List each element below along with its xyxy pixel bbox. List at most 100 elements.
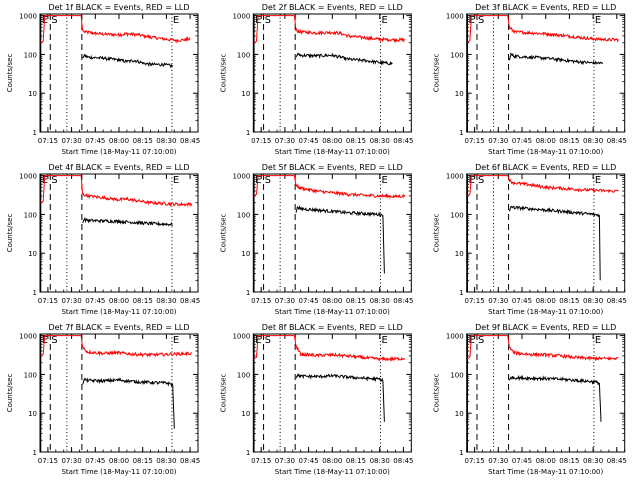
plot-frame xyxy=(466,173,626,293)
marker-label: E xyxy=(468,335,474,346)
plot-frame xyxy=(39,333,199,453)
y-tick-label: 1 xyxy=(246,129,250,137)
y-tick-label: 10 xyxy=(241,90,250,98)
series-line-red xyxy=(40,175,193,208)
series-line-black xyxy=(508,51,604,66)
x-tick-label: 07:45 xyxy=(85,457,105,465)
x-tick-label: 07:15 xyxy=(38,457,58,465)
series-line-black xyxy=(295,373,385,422)
marker-label: E xyxy=(173,15,179,26)
x-axis-label: Start Time (18-May-11 07:10:00) xyxy=(61,148,176,156)
y-tick-label: 100 xyxy=(237,371,250,379)
x-tick-label: 07:45 xyxy=(512,297,532,305)
x-tick-label: 08:00 xyxy=(109,297,129,305)
plot-frame xyxy=(252,333,412,453)
plot-frame xyxy=(466,333,626,453)
marker-label: E xyxy=(468,175,474,186)
y-tick-label: 1 xyxy=(33,289,37,297)
x-tick-label: 08:45 xyxy=(607,457,627,465)
marker-label: E xyxy=(595,15,601,26)
x-tick-label: 08:00 xyxy=(536,297,556,305)
x-tick-label: 07:15 xyxy=(251,137,271,145)
x-tick-label: 08:45 xyxy=(607,137,627,145)
x-tick-label: 07:30 xyxy=(275,457,295,465)
x-axis-label: Start Time (18-May-11 07:10:00) xyxy=(488,468,603,476)
y-tick-label: 10 xyxy=(28,250,37,258)
x-tick-label: 08:30 xyxy=(370,457,390,465)
chart-panel-7: Det 7f BLACK = Events, RED = LLD Counts/s… xyxy=(6,323,200,476)
series-line-black xyxy=(508,374,602,422)
x-tick-label: 08:45 xyxy=(393,457,413,465)
y-axis-label: Counts/sec xyxy=(433,374,441,413)
x-axis-label: Start Time (18-May-11 07:10:00) xyxy=(488,308,603,316)
y-axis-label: Counts/sec xyxy=(6,54,14,93)
series-line-red xyxy=(466,15,619,44)
chart-panel-6: Det 6f BLACK = Events, RED = LLD Counts/s… xyxy=(433,163,627,316)
x-tick-label: 07:15 xyxy=(465,137,485,145)
marker-label: S xyxy=(265,335,271,346)
x-axis-label: Start Time (18-May-11 07:10:00) xyxy=(275,308,390,316)
chart-title: Det 4f BLACK = Events, RED = LLD xyxy=(48,163,189,172)
x-axis-label: Start Time (18-May-11 07:10:00) xyxy=(488,148,603,156)
chart-title: Det 2f BLACK = Events, RED = LLD xyxy=(262,3,403,12)
y-tick-label: 1000 xyxy=(232,333,250,341)
y-axis-label: Counts/sec xyxy=(433,54,441,93)
y-axis-label: Counts/sec xyxy=(219,54,227,93)
x-tick-label: 08:30 xyxy=(583,457,603,465)
x-tick-label: 07:30 xyxy=(62,137,82,145)
marker-label: S xyxy=(51,175,57,186)
series-line-black xyxy=(82,53,174,69)
x-axis-label: Start Time (18-May-11 07:10:00) xyxy=(61,308,176,316)
x-tick-label: 07:30 xyxy=(488,297,508,305)
x-tick-label: 07:30 xyxy=(62,297,82,305)
y-tick-label: 100 xyxy=(24,51,37,59)
y-tick-label: 1000 xyxy=(19,173,37,181)
x-tick-label: 07:30 xyxy=(275,297,295,305)
y-tick-label: 10 xyxy=(241,250,250,258)
marker-label: E xyxy=(595,335,601,346)
x-tick-label: 08:45 xyxy=(393,297,413,305)
series-line-red xyxy=(253,335,406,362)
chart-title: Det 5f BLACK = Events, RED = LLD xyxy=(262,163,403,172)
chart-panel-8: Det 8f BLACK = Events, RED = LLD Counts/s… xyxy=(219,323,413,476)
chart-panel-1: Det 1f BLACK = Events, RED = LLD Counts/s… xyxy=(6,3,200,156)
y-tick-label: 1000 xyxy=(19,13,37,21)
series-line-red xyxy=(40,15,191,45)
x-tick-label: 08:00 xyxy=(536,137,556,145)
x-tick-label: 08:00 xyxy=(109,137,129,145)
x-tick-label: 08:15 xyxy=(133,137,153,145)
x-tick-label: 08:00 xyxy=(322,457,342,465)
series-line-black xyxy=(82,216,173,227)
y-tick-label: 1 xyxy=(459,289,463,297)
x-tick-label: 08:45 xyxy=(393,137,413,145)
y-tick-label: 100 xyxy=(237,51,250,59)
y-tick-label: 1 xyxy=(33,449,37,457)
x-tick-label: 07:15 xyxy=(465,297,485,305)
x-tick-label: 08:30 xyxy=(370,297,390,305)
y-tick-label: 1 xyxy=(246,289,250,297)
y-tick-label: 1000 xyxy=(232,173,250,181)
x-tick-label: 08:00 xyxy=(322,297,342,305)
y-tick-label: 1 xyxy=(459,449,463,457)
plot-frame xyxy=(39,13,199,133)
series-line-black xyxy=(295,204,385,274)
marker-label: E xyxy=(173,175,179,186)
x-tick-label: 08:45 xyxy=(180,137,200,145)
y-tick-label: 1 xyxy=(33,129,37,137)
x-tick-label: 07:30 xyxy=(488,137,508,145)
marker-label: E xyxy=(255,175,261,186)
x-tick-label: 08:30 xyxy=(370,137,390,145)
chart-panel-2: Det 2f BLACK = Events, RED = LLD Counts/s… xyxy=(219,3,413,156)
chart-panel-4: Det 4f BLACK = Events, RED = LLD Counts/s… xyxy=(6,163,200,316)
x-tick-label: 07:45 xyxy=(85,137,105,145)
x-tick-label: 07:15 xyxy=(38,297,58,305)
x-tick-label: 07:15 xyxy=(251,457,271,465)
x-tick-label: 07:45 xyxy=(512,137,532,145)
marker-label: S xyxy=(51,15,57,26)
marker-label: E xyxy=(381,15,387,26)
y-tick-label: 10 xyxy=(28,410,37,418)
chart-panel-9: Det 9f BLACK = Events, RED = LLD Counts/s… xyxy=(433,323,627,476)
series-line-black xyxy=(295,52,393,66)
y-tick-label: 10 xyxy=(28,90,37,98)
x-tick-label: 08:30 xyxy=(156,297,176,305)
